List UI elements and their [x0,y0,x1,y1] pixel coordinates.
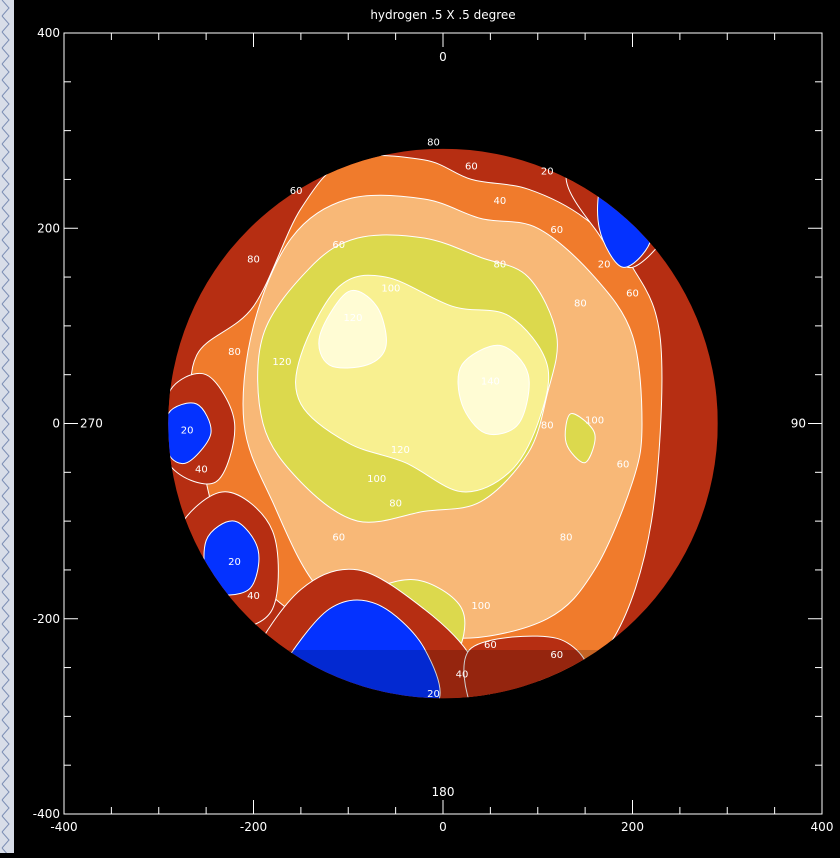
direction-label-top: 0 [439,50,447,64]
contour-label-8: 120 [343,313,362,324]
contour-region-5 [457,344,530,435]
direction-label-left: 270 [80,417,103,431]
contour-label-0: 80 [427,137,440,148]
y-tick-label-2: 0 [52,417,60,431]
x-tick-label-4: 400 [811,820,834,834]
contour-label-33: 20 [427,689,440,700]
contour-label-7: 100 [381,284,400,295]
contour-label-29: 100 [471,601,490,612]
contour-label-1: 60 [465,162,478,173]
contour-label-23: 100 [367,474,386,485]
y-tick-label-0: -400 [33,807,60,821]
contour-label-27: 20 [228,557,241,568]
contour-label-4: 60 [290,186,303,197]
contour-label-14: 80 [228,347,241,358]
hydrogen-disk [168,148,718,699]
contour-region-7 [564,413,596,464]
direction-label-bottom: 180 [432,785,455,799]
contour-label-26: 80 [560,533,573,544]
y-tick-label-4: 400 [37,26,60,40]
x-tick-label-3: 200 [621,820,644,834]
contour-label-19: 60 [617,459,630,470]
left-edge-decoration [0,0,14,858]
contour-label-9: 80 [493,259,506,270]
contour-label-31: 60 [550,650,563,661]
contour-label-13: 60 [626,289,639,300]
contour-label-15: 120 [272,357,291,368]
contour-label-10: 60 [550,225,563,236]
x-tick-label-0: -400 [50,820,77,834]
contour-label-11: 80 [574,298,587,309]
contour-label-30: 60 [484,640,497,651]
contour-label-28: 40 [247,591,260,602]
direction-label-right: 90 [791,417,806,431]
contour-labels: 80 60 40 20 60 60 80 100 120 80 60 80 20 60 80 120 140 80… [181,137,639,700]
contour-region-9 [168,402,212,465]
y-tick-label-1: -200 [33,612,60,626]
contour-label-21: 40 [195,464,208,475]
left-edge-pattern [0,0,14,858]
contour-label-25: 60 [332,533,345,544]
chart-title: hydrogen .5 X .5 degree [370,8,515,22]
contour-label-3: 20 [541,167,554,178]
contour-label-20: 20 [181,425,194,436]
contour-label-24: 80 [389,498,402,509]
contour-label-17: 80 [541,420,554,431]
contour-label-18: 100 [585,416,604,427]
contour-label-5: 60 [332,240,345,251]
contour-label-12: 20 [598,259,611,270]
y-tick-label-3: 200 [37,221,60,235]
contour-label-2: 40 [493,196,506,207]
contour-label-32: 40 [456,669,469,680]
contour-label-22: 120 [391,445,410,456]
contour-label-16: 140 [481,376,500,387]
x-tick-label-2: 0 [439,820,447,834]
contour-label-6: 80 [247,254,260,265]
contour-region-4 [318,290,387,369]
x-tick-label-1: -200 [240,820,267,834]
